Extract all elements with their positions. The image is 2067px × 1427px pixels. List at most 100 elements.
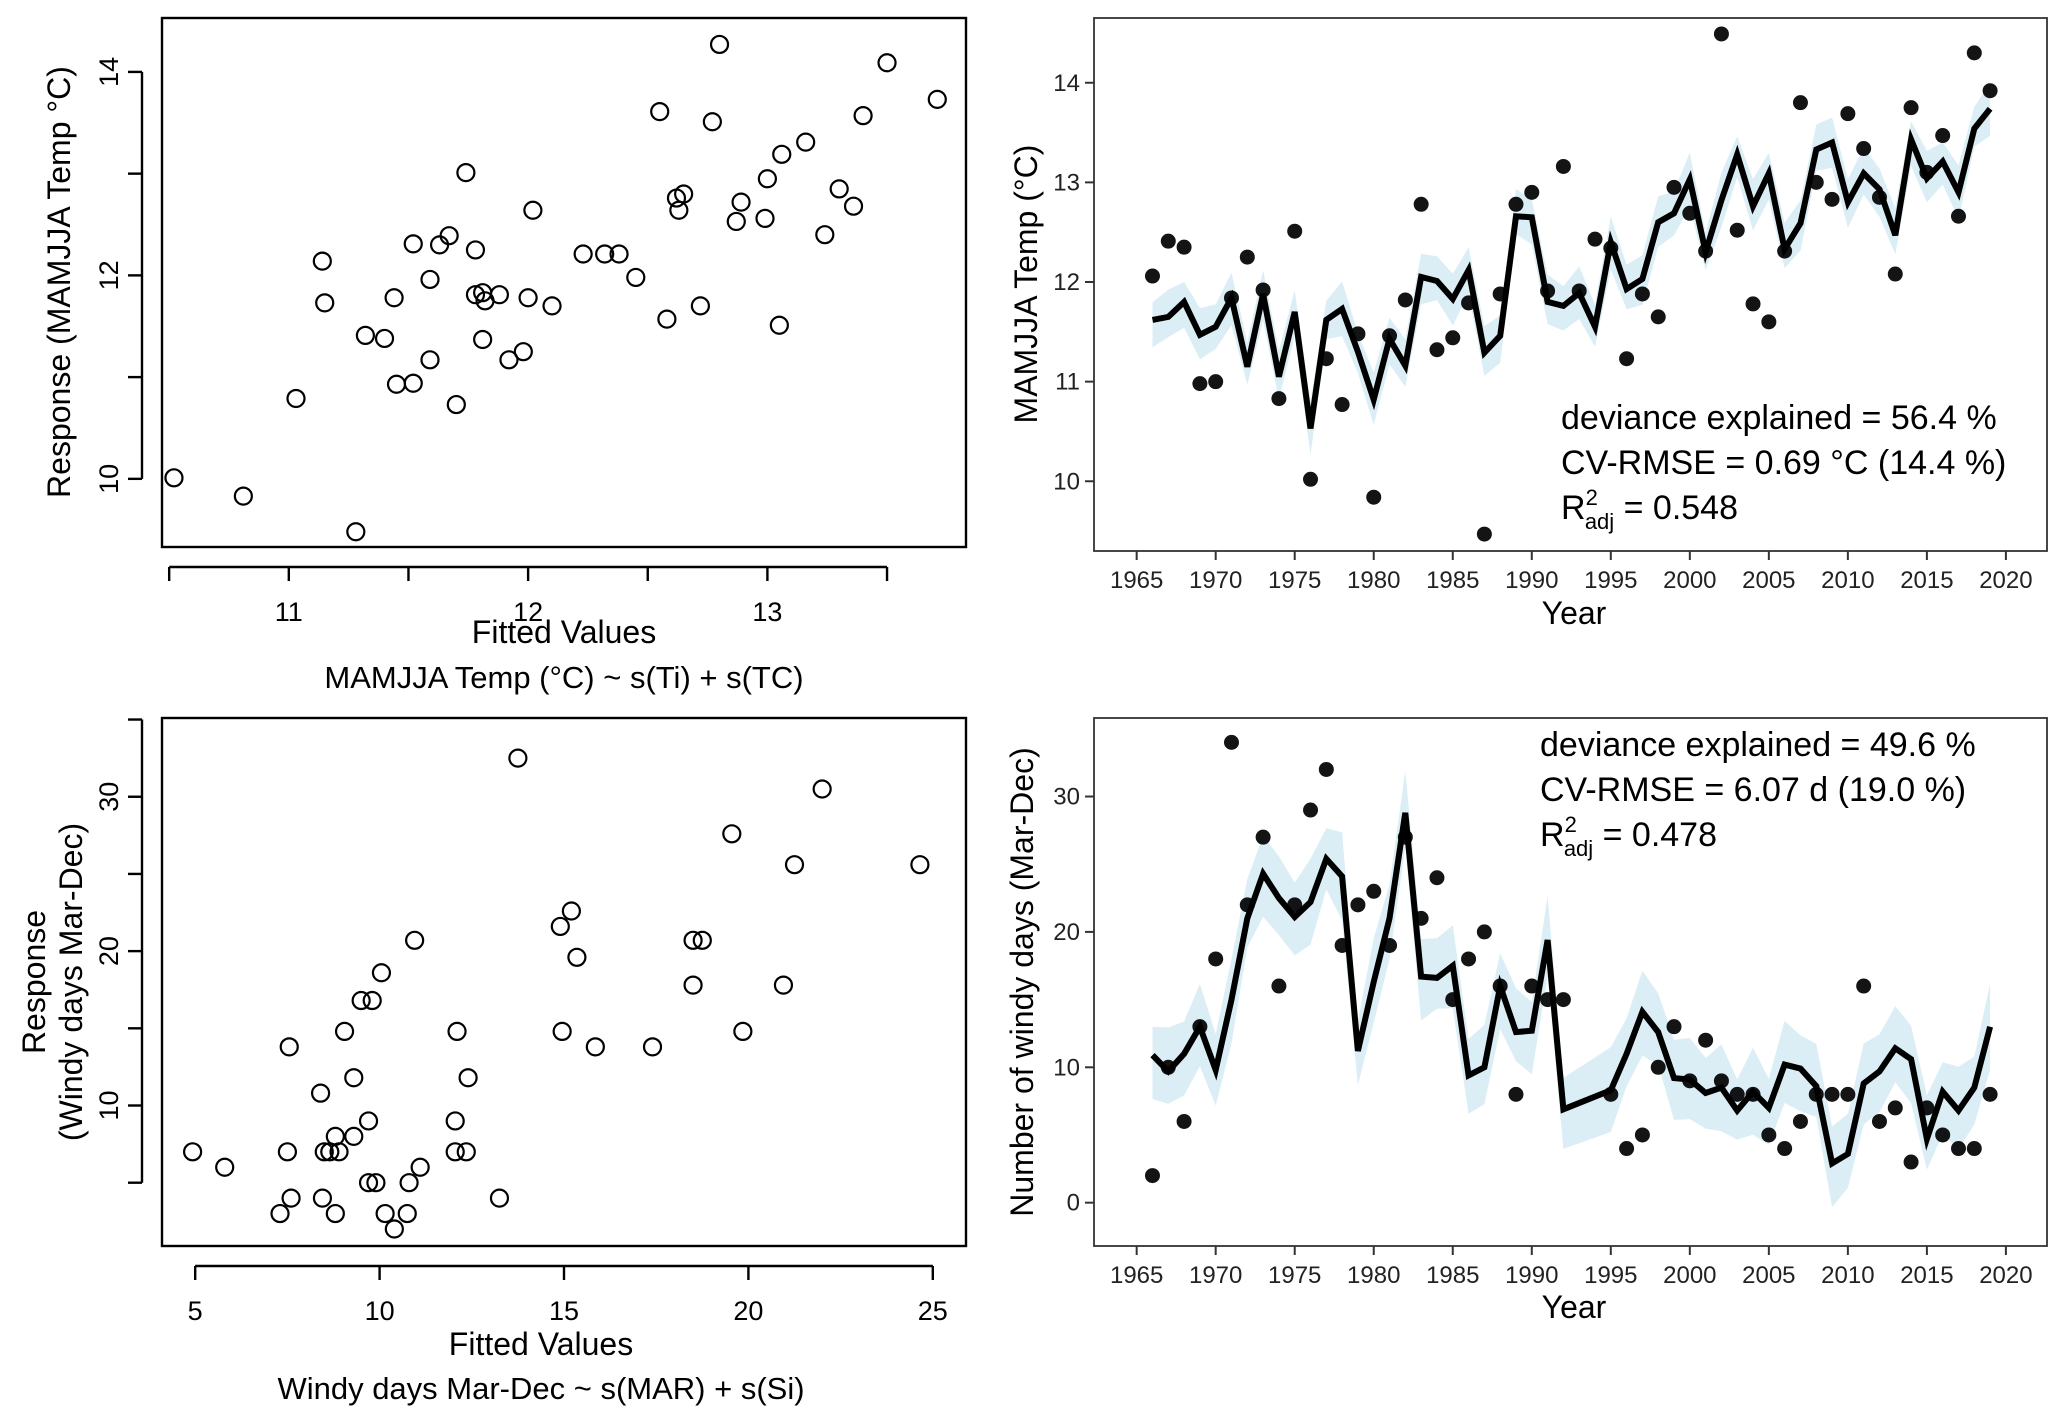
scatter-point [279, 1037, 299, 1057]
observed-point [1840, 106, 1856, 122]
scatter-point [445, 1111, 465, 1131]
cv-rmse: CV-RMSE = 6.07 d (19.0 %) [1540, 771, 1966, 809]
observed-point [1792, 1113, 1808, 1129]
scatter-point [358, 1111, 379, 1131]
observed-point [1176, 239, 1192, 255]
scatter-point [683, 975, 703, 995]
scatter-point [384, 288, 404, 308]
plot-frame [160, 16, 968, 549]
confidence-band-area [1152, 770, 1991, 1208]
scatter-point [609, 244, 629, 264]
r2-sup: 2 [1565, 812, 1577, 837]
scatter-point [927, 89, 947, 109]
y-tick-label: 10 [1053, 468, 1080, 495]
observed-point [1476, 924, 1492, 940]
observed-point [1508, 196, 1524, 212]
x-tick-label: 5 [188, 1296, 203, 1326]
scatter-point [215, 1157, 235, 1177]
scatter-point [692, 930, 712, 950]
scatter-point [683, 930, 703, 950]
deviance-explained: deviance explained = 49.6 % [1540, 726, 1976, 764]
scatter-point [523, 200, 543, 220]
scatter-point [270, 1203, 290, 1224]
observed-point [1413, 196, 1429, 212]
observed-point [1729, 1086, 1745, 1102]
r2-sup: 2 [1586, 485, 1598, 510]
scatter-point [420, 350, 440, 370]
y-tick-label: 14 [1053, 70, 1080, 97]
observed-point [1587, 231, 1603, 247]
x-tick-label: 2015 [1900, 1262, 1953, 1289]
scatter-point [499, 350, 519, 370]
fitted-line-path [1150, 812, 1994, 1169]
scatter-point [731, 192, 751, 212]
r2-base: R [1561, 489, 1586, 527]
observed-point [1429, 342, 1445, 358]
scatter-point [446, 394, 466, 415]
scatter-point [277, 1142, 297, 1162]
scatter-point [405, 930, 425, 950]
x-axis: 5 10 15 20 25 [188, 1264, 948, 1326]
scatter-point [325, 1203, 345, 1224]
x-axis-title: Fitted Values [472, 614, 656, 650]
scatter-point [439, 226, 459, 246]
scatter-point [784, 855, 805, 875]
observed-point [1650, 1059, 1666, 1075]
observed-point [1476, 526, 1492, 542]
observed-point [1524, 978, 1540, 994]
x-tick-label: 1985 [1426, 567, 1479, 594]
scatter-points [183, 748, 930, 1239]
x-tick-label: 11 [275, 597, 303, 627]
x-axis-title: Year [1542, 595, 1607, 631]
scatter-point [410, 1157, 430, 1177]
observed-point [1840, 1086, 1856, 1102]
observed-point [1982, 83, 1998, 99]
observed-point [1903, 100, 1919, 116]
observed-point [1713, 26, 1729, 42]
scatter-point [508, 748, 528, 768]
x-tick-label: 2000 [1663, 567, 1716, 594]
observed-point [1176, 1113, 1192, 1129]
cv-rmse: CV-RMSE = 0.69 °C (14.4 %) [1561, 444, 2006, 482]
scatter-point [489, 1188, 510, 1208]
observed-point [1144, 268, 1160, 284]
scatter-point [755, 208, 775, 229]
x-tick-label: 2005 [1742, 567, 1795, 594]
fitted-line-path [1151, 106, 1993, 429]
observed-point [1366, 883, 1382, 899]
r2-adj: R2 adj = 0.548 [1561, 485, 1738, 534]
scatter-point [366, 1173, 386, 1193]
observed-point [1429, 870, 1445, 886]
plot-frame [1093, 717, 2048, 1247]
x-tick-label: 15 [549, 1296, 579, 1326]
observed-point [1713, 1073, 1729, 1089]
confidence-band [1152, 770, 1991, 1208]
scatter-point [910, 855, 930, 875]
observed-point [1903, 1154, 1919, 1170]
observed-point [1350, 897, 1366, 913]
x-tick-label: 1990 [1505, 567, 1558, 594]
scatter-point [473, 329, 493, 350]
observed-point [1160, 233, 1176, 249]
observed-point [1871, 1113, 1887, 1129]
scatter-point [573, 244, 593, 264]
scatter-point [722, 824, 742, 844]
x-tick-label: 1975 [1268, 567, 1321, 594]
scatter-point [325, 1126, 345, 1146]
scatter-point [657, 309, 677, 329]
scatter-point [769, 315, 789, 335]
scatter-point [314, 1142, 334, 1162]
scatter-point [489, 285, 509, 305]
x-tick-label: 1980 [1347, 1262, 1400, 1289]
x-tick-label: 12 [513, 597, 543, 627]
y-axis: 10 20 30 [94, 718, 144, 1184]
y-tick-label: 20 [1053, 919, 1080, 946]
x-axis-title: Fitted Values [449, 1326, 633, 1362]
scatter-point [344, 1126, 364, 1146]
observed-point [1303, 802, 1319, 818]
observed-point [1856, 978, 1872, 994]
observed-point [1524, 184, 1540, 200]
x-tick-label: 1970 [1189, 567, 1242, 594]
scatter-points [164, 34, 947, 542]
observed-point [1555, 158, 1571, 174]
